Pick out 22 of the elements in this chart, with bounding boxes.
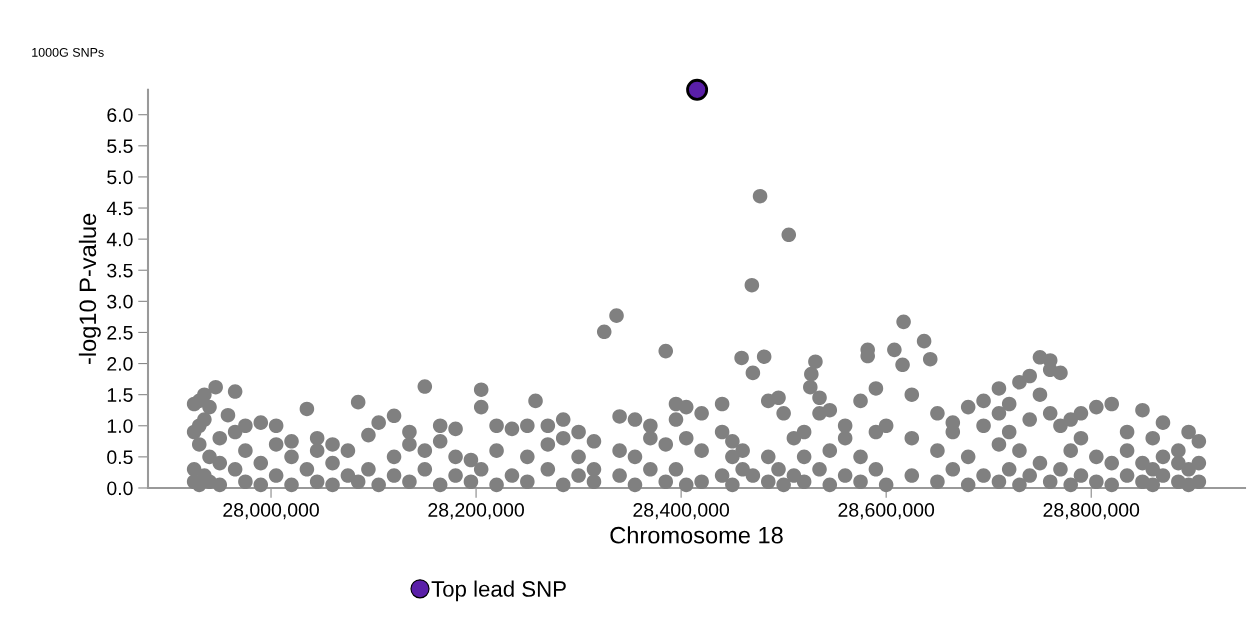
y-tick-label: 5.5 <box>107 139 133 154</box>
x-axis-title: Chromosome 18 <box>610 526 783 544</box>
y-tick-label: 3.5 <box>107 263 133 278</box>
y-tick-label: 2.5 <box>107 325 133 340</box>
x-tick-label: 28,400,000 <box>633 503 730 520</box>
legend-label: Top lead SNP <box>431 580 566 602</box>
y-tick-label: 3.0 <box>107 294 133 309</box>
y-tick-label: 5.0 <box>107 170 133 185</box>
y-tick-label: 0.0 <box>107 481 133 496</box>
x-tick-label: 28,800,000 <box>1043 503 1140 520</box>
chart-title: 1000G SNPs <box>32 47 104 57</box>
y-tick-label: 0.5 <box>107 450 133 465</box>
y-tick-label: 4.5 <box>106 201 133 216</box>
y-axis-title: -log10 P-value <box>78 213 101 364</box>
y-tick-label: 2.0 <box>107 357 133 371</box>
y-tick-label: 4.0 <box>106 232 133 247</box>
x-tick-label: 28,200,000 <box>428 503 524 520</box>
x-tick-label: 28,000,000 <box>223 503 319 520</box>
x-tick-label: 28,600,000 <box>838 503 935 520</box>
y-tick-label: 1.5 <box>107 388 133 402</box>
y-tick-label: 1.0 <box>107 419 133 433</box>
y-tick-label: 6.0 <box>107 108 133 122</box>
